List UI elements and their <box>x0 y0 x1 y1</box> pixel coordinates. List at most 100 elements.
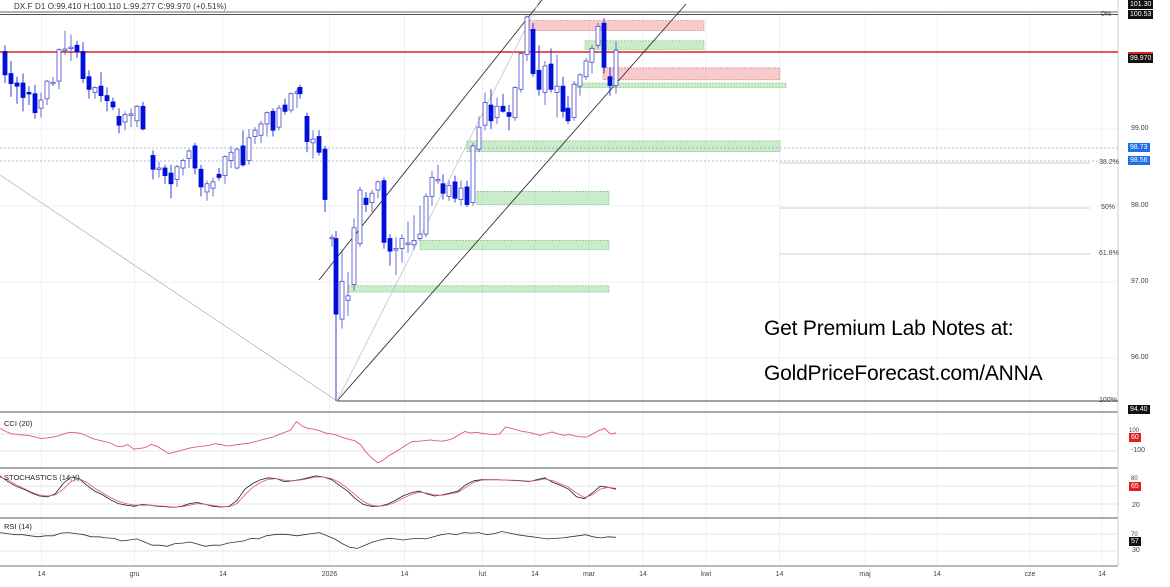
price-axis-label: 98.73 <box>1128 143 1150 152</box>
candle <box>174 164 180 187</box>
candle <box>512 86 518 121</box>
time-axis-label: gru <box>129 571 140 578</box>
candle <box>310 130 316 159</box>
candle <box>571 81 577 121</box>
candle <box>530 23 536 77</box>
promo-line-1: Get Premium Lab Notes at: <box>764 317 1014 340</box>
candle <box>548 48 554 93</box>
candle <box>122 111 128 131</box>
candle <box>204 180 210 201</box>
rsi-panel-label: RSI (14) <box>4 522 32 531</box>
cci-axis-upper: 100 <box>1129 428 1140 434</box>
candle <box>62 30 68 55</box>
candle <box>524 15 530 61</box>
candle <box>150 150 156 180</box>
candle <box>393 237 399 276</box>
candle <box>156 161 162 178</box>
candle <box>387 234 393 266</box>
time-axis-label: lut <box>478 571 487 578</box>
candle <box>363 191 369 213</box>
stochastics-value-tag: 65 <box>1129 482 1141 491</box>
fib-level-label: 38.2% <box>1099 159 1119 166</box>
candle <box>276 105 282 131</box>
time-axis-label: cze <box>1024 571 1036 578</box>
promo-line-2[interactable]: GoldPriceForecast.com/ANNA <box>764 362 1043 385</box>
candle <box>435 164 441 184</box>
price-axis-label: 97.00 <box>1131 278 1149 285</box>
time-axis-label: 14 <box>639 571 647 578</box>
candle <box>186 149 192 169</box>
candle <box>446 180 452 201</box>
candle <box>589 45 595 74</box>
stochastics-panel-label: STOCHASTICS (14,Y) <box>4 473 80 482</box>
candle <box>339 249 345 329</box>
candle <box>104 87 110 112</box>
candle <box>162 164 168 184</box>
rsi-axis-lower: 30 <box>1132 547 1140 554</box>
time-axis-label: kwi <box>700 571 712 578</box>
candle <box>405 221 411 254</box>
candle <box>116 108 122 134</box>
candle <box>20 73 26 112</box>
candle <box>470 142 476 206</box>
candle <box>583 57 589 80</box>
candle <box>246 128 252 165</box>
candle <box>68 34 74 61</box>
candle <box>375 180 381 199</box>
time-axis-label: maj <box>859 571 871 578</box>
candle <box>560 76 566 118</box>
candle <box>192 142 198 175</box>
candle <box>322 145 328 213</box>
price-axis-label: 94.40 <box>1128 405 1150 414</box>
time-axis-label: 14 <box>219 571 227 578</box>
candle <box>351 218 357 291</box>
candle <box>228 145 234 169</box>
candle <box>2 45 8 84</box>
candle <box>506 105 512 131</box>
fib-level-label: 0% <box>1101 11 1112 18</box>
cci-panel-label: CCI (20) <box>4 419 33 428</box>
candle <box>357 186 363 247</box>
candle <box>297 84 303 99</box>
time-axis-label: mar <box>582 571 596 578</box>
candle <box>536 45 542 96</box>
price-axis-label: 96.00 <box>1131 354 1149 361</box>
candle <box>565 95 571 124</box>
candle <box>613 41 619 94</box>
candle <box>222 155 228 184</box>
candle <box>252 127 258 145</box>
candle <box>476 116 482 153</box>
time-axis-label: 14 <box>1098 571 1106 578</box>
candle <box>50 76 56 87</box>
candle <box>518 51 524 93</box>
candle <box>210 177 216 197</box>
candle <box>452 175 458 203</box>
candle <box>329 234 335 247</box>
stochastics-axis-upper: 80 <box>1131 476 1138 482</box>
time-axis-label: 14 <box>37 571 46 578</box>
candle <box>180 158 186 176</box>
candle <box>110 97 116 111</box>
candle <box>128 108 134 128</box>
candle <box>288 92 294 113</box>
candle <box>494 97 500 124</box>
candle <box>316 130 322 156</box>
candle <box>258 120 264 143</box>
candle <box>282 98 288 115</box>
candle <box>595 23 601 49</box>
candle <box>304 112 310 153</box>
time-axis-label: 14 <box>531 571 539 578</box>
candle <box>140 101 146 131</box>
candle <box>80 42 86 84</box>
cci-axis-lower: -100 <box>1131 447 1146 454</box>
fib-level-label: 100% <box>1099 397 1117 404</box>
candle <box>134 105 140 128</box>
candle <box>345 271 351 316</box>
candle <box>240 130 246 167</box>
candle <box>429 171 435 206</box>
candle <box>86 70 92 99</box>
candle <box>333 230 339 401</box>
price-axis-label: 99.00 <box>1131 125 1149 132</box>
candle <box>458 180 464 206</box>
